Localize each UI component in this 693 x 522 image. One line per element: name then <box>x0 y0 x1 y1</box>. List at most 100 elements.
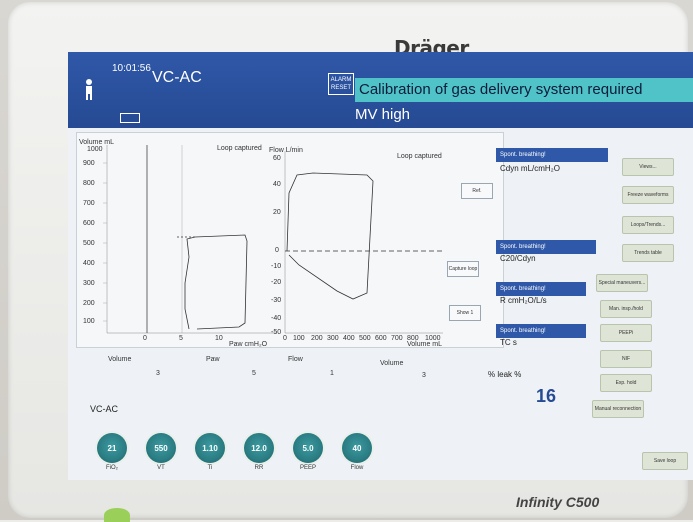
value-number: 3 <box>156 370 160 377</box>
vol-tick: 100 <box>83 318 95 325</box>
flow-tick: -40 <box>271 315 282 322</box>
flow-label: Flow <box>350 465 364 471</box>
value-number: 5 <box>252 370 256 377</box>
value-number: 3 <box>422 372 426 379</box>
views-button[interactable]: Views... <box>622 158 674 176</box>
ti-label: Ti <box>207 465 213 471</box>
vol-x-tick: 0 <box>283 335 287 342</box>
vol-tick: 600 <box>83 220 95 227</box>
tc-label: TC s <box>500 338 517 347</box>
spont-breathing-header[interactable]: Spont. breathing! <box>496 324 586 338</box>
ventilator-screen: 10:01:56 VC-AC ALARM RESET Calibration o… <box>68 52 693 480</box>
volume-axis-label: Volume mL <box>79 139 115 146</box>
vol-tick: 500 <box>83 240 95 247</box>
volume-x-axis-label: Volume mL <box>407 341 443 348</box>
resistance-label: R cmH₂O/L/s <box>500 296 547 305</box>
leak-value: 16 <box>536 386 557 406</box>
vol-x-tick: 700 <box>391 335 403 342</box>
loops-panel: Volume mL 1000 900 800 700 600 500 400 3… <box>76 132 504 348</box>
vol-tick: 400 <box>83 260 95 267</box>
spont-breathing-header[interactable]: Spont. breathing! <box>496 148 608 162</box>
vol-tick: 200 <box>83 300 95 307</box>
reference-button[interactable]: Ref. <box>461 183 493 199</box>
vol-tick: 300 <box>83 280 95 287</box>
rr-label: RR <box>254 465 264 471</box>
peep-knob[interactable]: 5.0 <box>293 433 323 463</box>
flow-volume-loop <box>286 172 374 300</box>
vol-tick: 900 <box>83 160 95 167</box>
vt-knob[interactable]: 550 <box>146 433 176 463</box>
clock: 10:01:56 <box>112 63 151 74</box>
flow-tick: -10 <box>271 263 282 270</box>
model-prefix: Infinity <box>516 494 566 510</box>
vol-tick: 700 <box>83 200 95 207</box>
paw-axis-label: Paw cmH₂O <box>229 341 268 348</box>
volume-axis-top: 1000 <box>87 146 103 153</box>
paw-tick: 0 <box>143 335 147 342</box>
rr-knob[interactable]: 12.0 <box>244 433 274 463</box>
vol-x-tick: 600 <box>375 335 387 342</box>
header-bar: 10:01:56 VC-AC ALARM RESET Calibration o… <box>68 52 693 128</box>
loops-trends-button[interactable]: Loops/Trends... <box>622 216 674 234</box>
vol-x-tick: 100 <box>293 335 305 342</box>
loop1-captured-label: Loop captured <box>217 145 262 152</box>
power-led <box>104 508 130 522</box>
alarm-secondary: MV high <box>355 106 411 123</box>
flow-tick: 40 <box>273 181 281 188</box>
measured-params: Spont. breathing! Cdyn mL/cmH₂O Spont. b… <box>496 148 616 428</box>
model-name: C500 <box>565 494 600 510</box>
flow-tick: 20 <box>273 209 281 216</box>
vol-x-tick: 200 <box>311 335 323 342</box>
special-maneuvers-button[interactable]: Special maneuvers... <box>596 274 648 292</box>
peep-label: PEEP <box>299 465 316 471</box>
vol-x-tick: 1000 <box>425 335 441 342</box>
spont-breathing-header[interactable]: Spont. breathing! <box>496 240 596 254</box>
trends-table-button[interactable]: Trends table <box>622 244 674 262</box>
vt-label: VT <box>157 465 165 471</box>
fio2-knob[interactable]: 21 <box>97 433 127 463</box>
exp-hold-button[interactable]: Exp. hold <box>600 374 652 392</box>
ti-knob[interactable]: 1.10 <box>195 433 225 463</box>
peepi-button[interactable]: PEEPi <box>600 324 652 342</box>
manual-inspiration-button[interactable]: Man. insp./hold <box>600 300 652 318</box>
vol-x-tick: 400 <box>343 335 355 342</box>
manual-reconnection-button[interactable]: Manual reconnection <box>592 400 644 418</box>
model-label: Infinity C500 <box>516 494 599 510</box>
paw-tick: 5 <box>179 335 183 342</box>
value-label: Paw <box>206 356 220 363</box>
fio2-label: FiO₂ <box>106 465 118 471</box>
freeze-waveforms-button[interactable]: Freeze waveforms <box>622 186 674 204</box>
capture-loop-button[interactable]: Capture loop <box>447 261 479 277</box>
value-label: Volume <box>108 356 132 363</box>
battery-icon <box>120 113 140 123</box>
value-label: Flow <box>288 356 303 363</box>
flow-tick: 60 <box>273 155 281 162</box>
vol-x-tick: 500 <box>359 335 371 342</box>
loop-graphics <box>103 145 443 334</box>
cdyn-label: Cdyn mL/cmH₂O <box>500 164 561 173</box>
bottom-mode-label: VC-AC <box>90 404 119 414</box>
flow-tick: -20 <box>271 279 282 286</box>
flow-tick: -30 <box>271 297 282 304</box>
flow-tick: -50 <box>271 329 282 336</box>
nif-button[interactable]: NIF <box>600 350 652 368</box>
alarm-banner[interactable]: Calibration of gas delivery system requi… <box>355 78 693 102</box>
leak-label: % leak % <box>488 370 522 379</box>
flow-knob[interactable]: 40 <box>342 433 372 463</box>
vol-x-tick: 800 <box>407 335 419 342</box>
save-loop-button[interactable]: Save loop <box>642 452 688 470</box>
vol-tick: 800 <box>83 180 95 187</box>
flow-axis-label: Flow L/min <box>269 147 303 154</box>
c20-cdyn-label: C20/Cdyn <box>500 254 536 263</box>
ventilation-mode[interactable]: VC-AC <box>152 69 202 86</box>
value-label: Volume <box>380 360 404 367</box>
loop2-captured-label: Loop captured <box>397 153 442 160</box>
spont-breathing-header[interactable]: Spont. breathing! <box>496 282 586 296</box>
vol-x-tick: 300 <box>327 335 339 342</box>
value-strip: Volume 3 Paw 5 Flow 1 Volume 3 <box>76 350 502 390</box>
pv-loop <box>184 234 248 330</box>
alarm-reset-button[interactable]: ALARM RESET <box>328 73 354 95</box>
show-reference-button[interactable]: Show 1 <box>449 305 481 321</box>
paw-tick: 10 <box>215 335 223 342</box>
patient-icon[interactable] <box>82 78 96 100</box>
